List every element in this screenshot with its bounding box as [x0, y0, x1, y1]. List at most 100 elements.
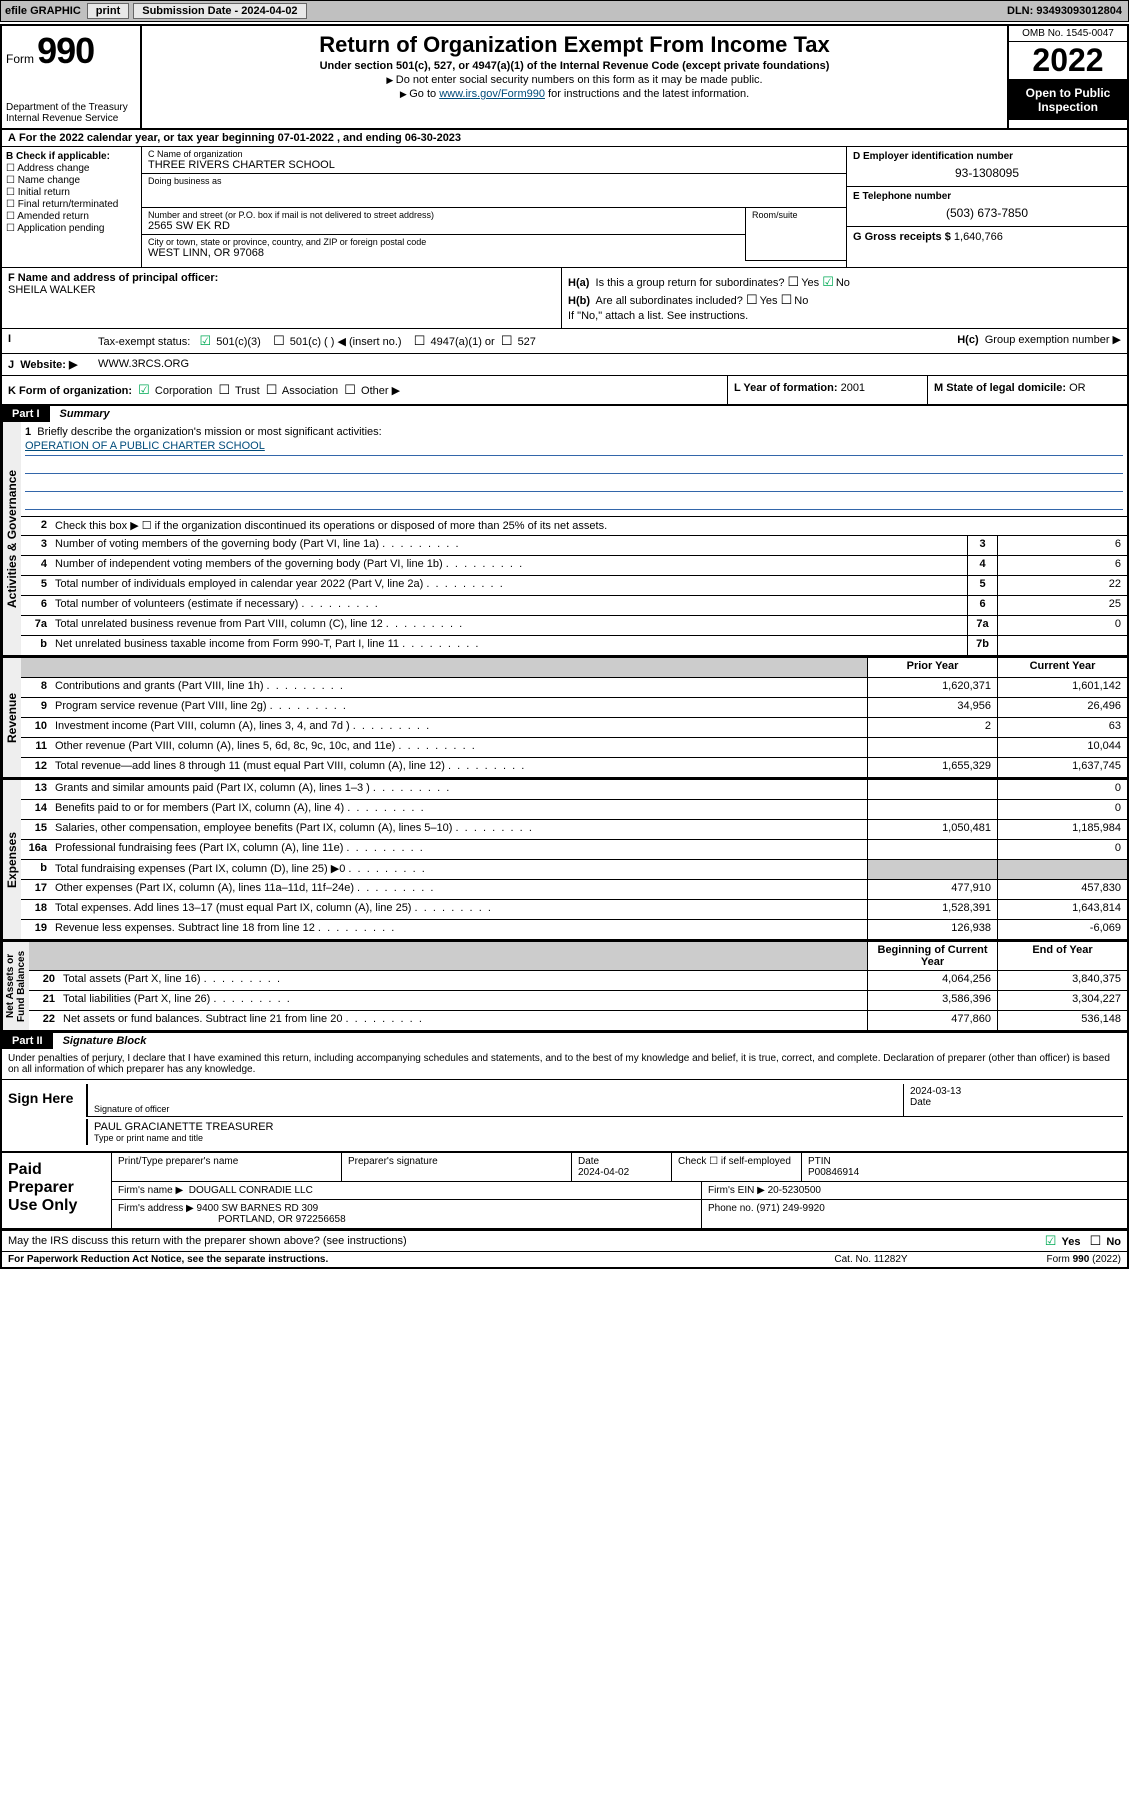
- may-irs-discuss: May the IRS discuss this return with the…: [2, 1230, 1127, 1251]
- vtab-governance: Activities & Governance: [2, 422, 21, 656]
- phone-value: (503) 673-7850: [853, 206, 1121, 220]
- chk-corporation[interactable]: [138, 385, 152, 397]
- row-klm: K Form of organization: Corporation Trus…: [2, 376, 1127, 406]
- chk-address-change[interactable]: Address change: [6, 163, 137, 174]
- summary-line: 14Benefits paid to or for members (Part …: [21, 800, 1127, 820]
- summary-line: 13Grants and similar amounts paid (Part …: [21, 780, 1127, 800]
- form-title: Return of Organization Exempt From Incom…: [152, 32, 997, 58]
- vtab-balances: Net Assets or Fund Balances: [2, 942, 29, 1031]
- header-center: Return of Organization Exempt From Incom…: [142, 26, 1007, 128]
- street-value: 2565 SW EK RD: [148, 220, 739, 232]
- ha-yes[interactable]: [788, 277, 802, 289]
- goto-note: Go to www.irs.gov/Form990 for instructio…: [152, 88, 997, 100]
- print-button[interactable]: print: [87, 3, 129, 19]
- summary-line: 4Number of independent voting members of…: [21, 556, 1127, 576]
- summary-line: 19Revenue less expenses. Subtract line 1…: [21, 920, 1127, 940]
- year-formation: 2001: [841, 382, 865, 394]
- tax-year: 2022: [1009, 42, 1127, 80]
- website-value: WWW.3RCS.ORG: [92, 354, 1127, 375]
- ein-label: D Employer identification number: [853, 151, 1121, 162]
- chk-association[interactable]: [266, 385, 280, 397]
- firm-ein-label: Firm's EIN ▶: [708, 1185, 765, 1196]
- summary-line: 15Salaries, other compensation, employee…: [21, 820, 1127, 840]
- part2-title: Signature Block: [53, 1033, 1127, 1049]
- col-c-org-info: C Name of organization THREE RIVERS CHAR…: [142, 147, 847, 267]
- ptin-label: PTIN: [808, 1156, 831, 1167]
- org-name: THREE RIVERS CHARTER SCHOOL: [148, 159, 840, 171]
- ein-value: 93-1308095: [853, 166, 1121, 180]
- col-f-officer: F Name and address of principal officer:…: [2, 268, 562, 328]
- suite-label: Room/suite: [752, 210, 840, 220]
- prep-phone-label: Phone no.: [708, 1203, 754, 1214]
- summary-line: 21Total liabilities (Part X, line 26)3,5…: [29, 991, 1127, 1011]
- form-number: 990: [37, 30, 94, 71]
- hdr-begin-year: Beginning of Current Year: [867, 942, 997, 970]
- vtab-revenue: Revenue: [2, 658, 21, 778]
- chk-501c[interactable]: [273, 336, 287, 348]
- omb-number: OMB No. 1545-0047: [1009, 26, 1127, 42]
- col-b-heading: B Check if applicable:: [6, 151, 137, 162]
- sig-date-value: 2024-03-13: [910, 1086, 1117, 1097]
- ha-no[interactable]: [822, 277, 836, 289]
- summary-expenses: Expenses 13Grants and similar amounts pa…: [2, 780, 1127, 942]
- summary-line: bNet unrelated business taxable income f…: [21, 636, 1127, 656]
- chk-501c3[interactable]: [200, 336, 214, 348]
- summary-line: 6Total number of volunteers (estimate if…: [21, 596, 1127, 616]
- sign-here-block: Sign Here Signature of officer 2024-03-1…: [2, 1080, 1127, 1153]
- summary-line: 17Other expenses (Part IX, column (A), l…: [21, 880, 1127, 900]
- row-i-tax-exempt: I Tax-exempt status: 501(c)(3) 501(c) ( …: [2, 329, 1127, 354]
- summary-line: 18Total expenses. Add lines 13–17 (must …: [21, 900, 1127, 920]
- vtab-expenses: Expenses: [2, 780, 21, 940]
- phone-label: E Telephone number: [853, 191, 1121, 202]
- officer-label: F Name and address of principal officer:: [8, 272, 218, 284]
- chk-527[interactable]: [501, 336, 515, 348]
- officer-name: SHEILA WALKER: [8, 284, 96, 296]
- declaration-text: Under penalties of perjury, I declare th…: [2, 1049, 1127, 1080]
- form-header: Form 990 Department of the Treasury Inte…: [2, 26, 1127, 130]
- may-irs-yes[interactable]: [1045, 1236, 1059, 1248]
- page-footer: For Paperwork Reduction Act Notice, see …: [2, 1251, 1127, 1267]
- summary-line: bTotal fundraising expenses (Part IX, co…: [21, 860, 1127, 880]
- q1-text: Briefly describe the organization's miss…: [37, 426, 381, 438]
- may-irs-no[interactable]: [1090, 1236, 1104, 1248]
- hb-text: Are all subordinates included?: [596, 295, 743, 307]
- hb-no[interactable]: [781, 295, 795, 307]
- irs-link[interactable]: www.irs.gov/Form990: [439, 88, 545, 100]
- header-left: Form 990 Department of the Treasury Inte…: [2, 26, 142, 128]
- submission-date-button[interactable]: Submission Date - 2024-04-02: [133, 3, 306, 19]
- firm-name-label: Firm's name ▶: [118, 1185, 183, 1196]
- chk-4947[interactable]: [414, 336, 428, 348]
- chk-other[interactable]: [344, 385, 358, 397]
- hdr-prior-year: Prior Year: [867, 658, 997, 677]
- gross-label: G Gross receipts $: [853, 231, 951, 243]
- summary-line: 20Total assets (Part X, line 16)4,064,25…: [29, 971, 1127, 991]
- hb-yes[interactable]: [746, 295, 760, 307]
- firm-addr1: 9400 SW BARNES RD 309: [197, 1203, 319, 1214]
- summary-governance: Activities & Governance 1 Briefly descri…: [2, 422, 1127, 658]
- paid-preparer-block: Paid Preparer Use Only Print/Type prepar…: [2, 1153, 1127, 1230]
- summary-balances: Net Assets or Fund Balances Beginning of…: [2, 942, 1127, 1033]
- chk-name-change[interactable]: Name change: [6, 175, 137, 186]
- summary-line: 10Investment income (Part VIII, column (…: [21, 718, 1127, 738]
- chk-amended[interactable]: Amended return: [6, 211, 137, 222]
- col-h-group: H(a) Is this a group return for subordin…: [562, 268, 1127, 328]
- sig-date-label: Date: [910, 1097, 1117, 1108]
- paid-preparer-label: Paid Preparer Use Only: [2, 1153, 112, 1228]
- ha-text: Is this a group return for subordinates?: [596, 277, 785, 289]
- firm-addr-label: Firm's address ▶: [118, 1203, 194, 1214]
- chk-final-return[interactable]: Final return/terminated: [6, 199, 137, 210]
- officer-name-title: PAUL GRACIANETTE TREASURER: [94, 1121, 1117, 1133]
- form-990-footer: Form 990 (2022): [971, 1254, 1121, 1265]
- chk-initial-return[interactable]: Initial return: [6, 187, 137, 198]
- cat-no: Cat. No. 11282Y: [771, 1254, 971, 1265]
- chk-trust[interactable]: [219, 385, 233, 397]
- prep-sig-label: Preparer's signature: [342, 1153, 572, 1181]
- state-domicile-label: M State of legal domicile:: [934, 382, 1066, 394]
- summary-line: 7aTotal unrelated business revenue from …: [21, 616, 1127, 636]
- prep-phone: (971) 249-9920: [756, 1203, 824, 1214]
- city-label: City or town, state or province, country…: [148, 237, 739, 247]
- chk-application-pending[interactable]: Application pending: [6, 223, 137, 234]
- hc-group-exemption: H(c) Group exemption number ▶: [951, 329, 1127, 353]
- check-self-employed[interactable]: Check ☐ if self-employed: [672, 1153, 802, 1181]
- col-b-checkboxes: B Check if applicable: Address change Na…: [2, 147, 142, 267]
